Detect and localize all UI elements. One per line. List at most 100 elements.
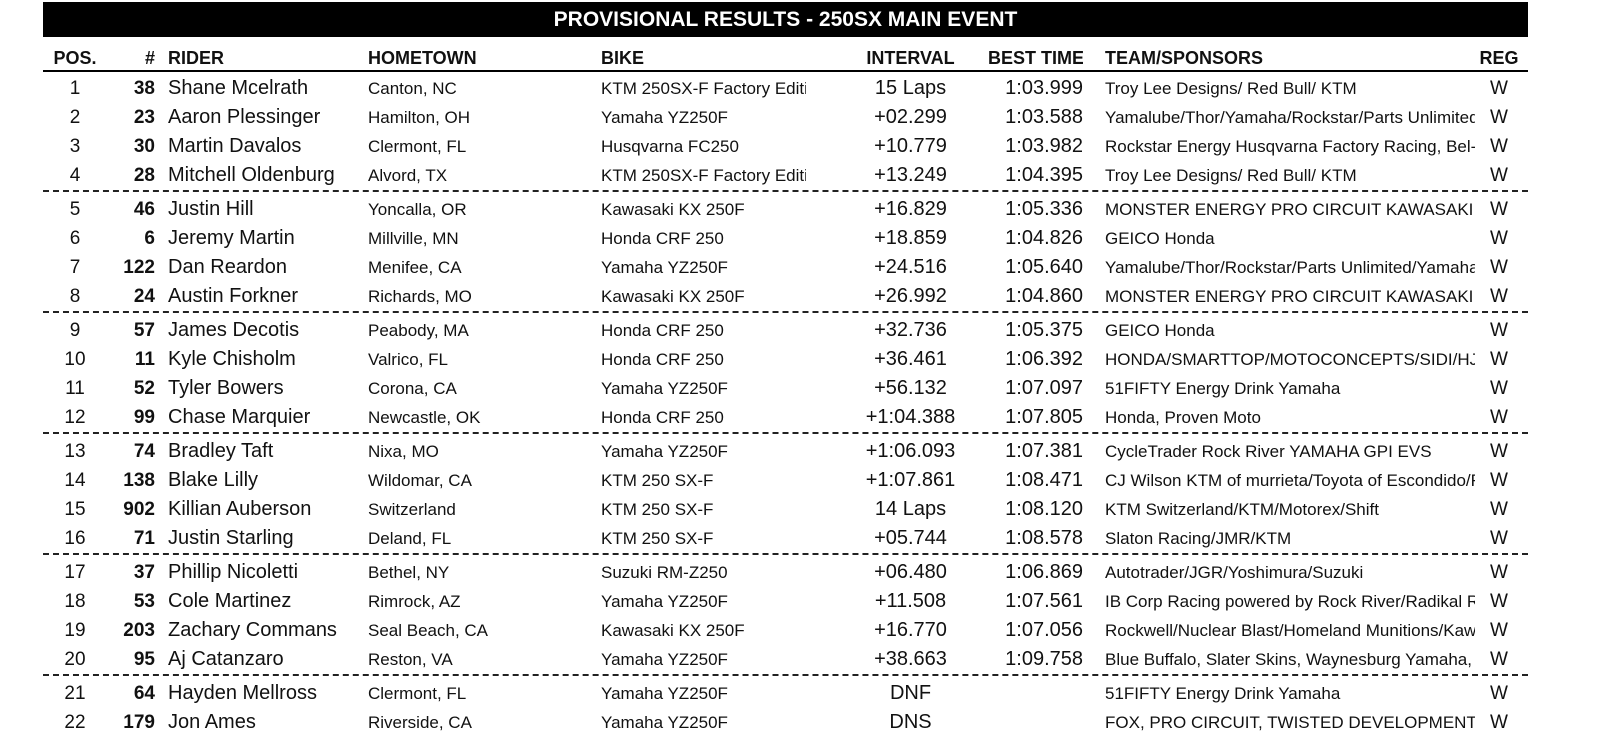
interval-cell: 14 Laps — [874, 498, 947, 520]
interval-cell: +05.744 — [874, 527, 947, 549]
team-sponsors-cell: 51FIFTY Energy Drink Yamaha — [1105, 379, 1341, 398]
position-cell: 4 — [69, 165, 81, 186]
header-number: # — [144, 48, 155, 68]
rider-name-cell: Jeremy Martin — [168, 227, 295, 249]
rider-number-cell: 46 — [133, 199, 155, 220]
table-row: 5 46 Justin Hill Yoncalla, OR Kawasaki KX 25… — [43, 195, 1528, 224]
bike-cell: Kawasaki KX 250F — [601, 200, 745, 219]
table-row: 10 11 Kyle Chisholm Valrico, FL Honda CRF 25… — [43, 345, 1528, 374]
rider-number-cell: 11 — [134, 349, 155, 370]
position-cell: 16 — [64, 528, 86, 549]
bike-cell: Honda CRF 250 — [601, 321, 724, 340]
bike-cell: Honda CRF 250 — [601, 229, 724, 248]
hometown-cell: Clermont, FL — [368, 137, 467, 156]
rider-name-cell: Dan Reardon — [168, 256, 287, 278]
bike-cell: KTM 250SX-F Factory Editi — [601, 79, 806, 98]
position-cell: 11 — [65, 378, 85, 399]
hometown-cell: Newcastle, OK — [368, 408, 481, 427]
best-time-cell: 1:07.561 — [1005, 590, 1083, 612]
reg-cell: W — [1490, 591, 1508, 612]
position-cell: 6 — [69, 228, 81, 249]
reg-cell: W — [1490, 407, 1508, 428]
bike-cell: Yamaha YZ250F — [601, 379, 728, 398]
position-cell: 19 — [64, 620, 86, 641]
rider-number-cell: 99 — [133, 407, 155, 428]
rider-name-cell: Jon Ames — [168, 711, 256, 733]
header-best-time: BEST TIME — [988, 48, 1083, 68]
reg-cell: W — [1490, 228, 1508, 249]
team-sponsors-cell: CycleTrader Rock River YAMAHA GPI EVS — [1105, 442, 1432, 461]
rider-number-cell: 38 — [133, 78, 155, 99]
table-row: 8 24 Austin Forkner Richards, MO Kawasaki KX… — [43, 282, 1528, 313]
best-time-cell: 1:04.395 — [1005, 164, 1083, 186]
best-time-cell: 1:04.860 — [1005, 285, 1083, 307]
bike-cell: KTM 250 SX-F — [601, 500, 714, 519]
position-cell: 12 — [64, 407, 86, 428]
rider-name-cell: Killian Auberson — [168, 498, 312, 520]
rider-name-cell: Phillip Nicoletti — [168, 561, 299, 583]
hometown-cell: Reston, VA — [368, 650, 453, 669]
rider-name-cell: Austin Forkner — [168, 285, 299, 307]
best-time-cell: 1:05.375 — [1005, 319, 1083, 341]
table-row: 1 38 Shane Mcelrath Canton, NC KTM 250SX-F F… — [43, 74, 1528, 103]
interval-cell: +1:04.388 — [865, 406, 956, 428]
header-interval: INTERVAL — [866, 48, 955, 68]
team-sponsors-cell: 51FIFTY Energy Drink Yamaha — [1105, 684, 1341, 703]
table-row: 4 28 Mitchell Oldenburg Alvord, TX KTM 250SX… — [43, 161, 1528, 192]
interval-cell: +06.480 — [874, 561, 947, 583]
interval-cell: +26.992 — [874, 285, 947, 307]
position-cell: 15 — [64, 499, 86, 520]
table-row: 20 95 Aj Catanzaro Reston, VA Yamaha YZ250F +… — [43, 645, 1528, 676]
reg-cell: W — [1490, 528, 1508, 549]
team-sponsors-cell: FOX, PRO CIRCUIT, TWISTED DEVELOPMENT — [1105, 713, 1475, 732]
reg-cell: W — [1490, 78, 1508, 99]
rider-number-cell: 30 — [133, 136, 155, 157]
team-sponsors-cell: Troy Lee Designs/ Red Bull/ KTM — [1105, 166, 1357, 185]
reg-cell: W — [1490, 620, 1508, 641]
position-cell: 3 — [69, 136, 81, 157]
team-sponsors-cell: Slaton Racing/JMR/KTM — [1105, 529, 1292, 548]
header-bike: BIKE — [601, 48, 645, 68]
rider-name-cell: Blake Lilly — [168, 469, 259, 491]
rider-number-cell: 95 — [133, 649, 155, 670]
rider-name-cell: James Decotis — [168, 319, 300, 341]
table-row: 9 57 James Decotis Peabody, MA Honda CRF 250… — [43, 316, 1528, 345]
position-cell: 13 — [64, 441, 86, 462]
rider-name-cell: Cole Martinez — [168, 590, 292, 612]
hometown-cell: Millville, MN — [368, 229, 459, 248]
team-sponsors-cell: GEICO Honda — [1105, 321, 1215, 340]
interval-cell: +16.829 — [874, 198, 947, 220]
rider-number-cell: 122 — [123, 257, 155, 278]
reg-cell: W — [1490, 107, 1508, 128]
hometown-cell: Peabody, MA — [368, 321, 469, 340]
table-row: 21 64 Hayden Mellross Clermont, FL Yamaha YZ… — [43, 679, 1528, 708]
rider-number-cell: 902 — [123, 499, 155, 520]
table-row: 12 99 Chase Marquier Newcastle, OK Honda CRF… — [43, 403, 1528, 434]
team-sponsors-cell: GEICO Honda — [1105, 229, 1215, 248]
reg-cell: W — [1490, 562, 1508, 583]
team-sponsors-cell: Troy Lee Designs/ Red Bull/ KTM — [1105, 79, 1357, 98]
reg-cell: W — [1490, 199, 1508, 220]
reg-cell: W — [1490, 286, 1508, 307]
team-sponsors-cell: Blue Buffalo, Slater Skins, Waynesburg Y… — [1105, 650, 1472, 669]
hometown-cell: Nixa, MO — [368, 442, 439, 461]
team-sponsors-cell: Rockwell/Nuclear Blast/Homeland Munition… — [1105, 621, 1475, 640]
bike-cell: Yamaha YZ250F — [601, 108, 728, 127]
team-sponsors-cell: CJ Wilson KTM of murrieta/Toyota of Esco… — [1105, 471, 1475, 490]
rider-number-cell: 37 — [133, 562, 155, 583]
table-row: 18 53 Cole Martinez Rimrock, AZ Yamaha YZ250… — [43, 587, 1528, 616]
reg-cell: W — [1490, 499, 1508, 520]
team-sponsors-cell: Rockstar Energy Husqvarna Factory Racing… — [1105, 137, 1475, 156]
hometown-cell: Canton, NC — [368, 79, 457, 98]
table-row: 15 902 Killian Auberson Switzerland KTM 250 … — [43, 495, 1528, 524]
position-cell: 7 — [69, 257, 81, 278]
rider-name-cell: Chase Marquier — [168, 406, 311, 428]
rider-number-cell: 6 — [144, 228, 155, 249]
best-time-cell: 1:06.392 — [1005, 348, 1083, 370]
position-cell: 22 — [64, 712, 86, 733]
table-row: 11 52 Tyler Bowers Corona, CA Yamaha YZ250F +… — [43, 374, 1528, 403]
best-time-cell: 1:08.120 — [1005, 498, 1083, 520]
bike-cell: Honda CRF 250 — [601, 408, 724, 427]
results-title: PROVISIONAL RESULTS - 250SX MAIN EVENT — [553, 8, 1018, 31]
bike-cell: Husqvarna FC250 — [601, 137, 739, 156]
